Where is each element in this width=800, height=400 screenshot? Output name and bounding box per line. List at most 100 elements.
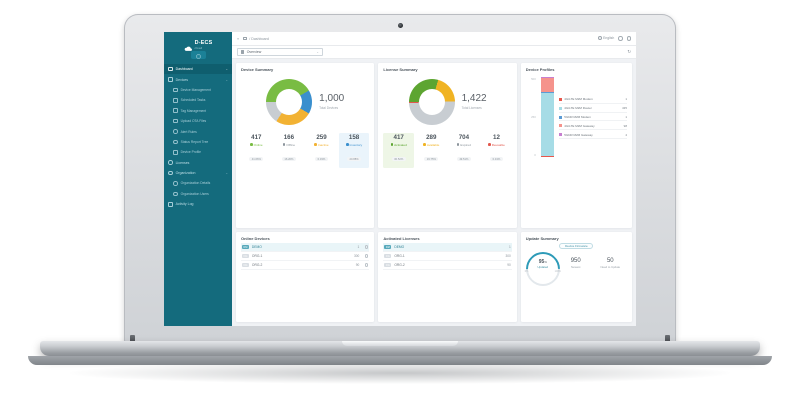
legend-item[interactable]: 5GNR M2M Modem 1: [558, 114, 628, 122]
stat-value: 417: [251, 134, 262, 141]
sidebar-item-organization-details[interactable]: Organization Details: [164, 178, 232, 188]
base-notch: [342, 341, 458, 346]
sidebar-item-organization[interactable]: Organization ⌄: [164, 168, 232, 178]
stat-value: 158: [348, 134, 360, 141]
chevron-down-icon: ⌄: [316, 50, 319, 54]
legend-item[interactable]: 4G/LTE M2M Modem 1: [558, 96, 628, 104]
sidebar-item-label: Alert Rules: [180, 129, 197, 134]
status-dot-icon: [314, 143, 317, 146]
org-tag-icon: OG: [242, 254, 249, 259]
eye-icon[interactable]: [364, 245, 369, 249]
language-selector[interactable]: English: [597, 36, 614, 41]
update-summary-body: 95% Updated 0% 100% 950 Newest 50 Need to U…: [518, 245, 627, 294]
sidebar-item-activity-log[interactable]: Activity Log: [164, 199, 232, 209]
home-icon[interactable]: [243, 36, 248, 41]
device-profiles-card: Device Profiles 500 250 0 4G/LTE M2M Modem…: [520, 63, 633, 229]
license-stat-expired[interactable]: 704 Expired 49.51%: [449, 133, 480, 168]
users-icon: [173, 191, 178, 197]
status-dot-icon: [390, 143, 394, 146]
license-summary-card: License Summary 1,422 Total Licenses 417…: [378, 63, 517, 229]
sidebar-item-alert-rules[interactable]: Alert Rules: [164, 126, 232, 136]
org-count: 90: [507, 263, 511, 268]
update-summary-title: Update Summary: [525, 236, 559, 242]
chevron-down-icon[interactable]: ⌄: [225, 67, 228, 72]
column-profiles: Device Profiles 500 250 0 4G/LTE M2M Modem…: [518, 63, 633, 322]
chevron-down-icon[interactable]: ⌄: [225, 77, 228, 82]
license-stat-reusable[interactable]: 12 Reusable 0.43%: [481, 133, 512, 168]
topbar-actions: English: [597, 36, 631, 41]
sidebar-item-tag-management[interactable]: Tag Management: [164, 106, 232, 116]
chevron-down-icon[interactable]: ⌄: [225, 171, 228, 176]
activated-licenses-title: Activated Licenses: [383, 236, 420, 242]
org-switcher-button[interactable]: [190, 51, 206, 59]
bell-icon[interactable]: [618, 36, 623, 41]
user-avatar-icon[interactable]: [626, 36, 631, 41]
sidebar-item-label: Organization Details: [180, 181, 211, 186]
device-summary-donut[interactable]: [266, 79, 313, 125]
online-device-row[interactable]: DM DEMO 1: [241, 243, 370, 253]
sidebar-item-devices[interactable]: Devices ⌄: [164, 74, 232, 84]
sidebar-item-device-profile[interactable]: Device Profile: [164, 147, 232, 157]
device-stat-offline[interactable]: 166 Offline 16.20%: [274, 133, 305, 168]
license-total-caption: Total Licenses: [461, 105, 482, 110]
stat-percent: 16.20%: [281, 157, 296, 162]
device-stat-inactive[interactable]: 259 Inactive 0.33%: [306, 133, 337, 168]
sidebar-item-label: Licenses: [175, 160, 190, 165]
update-stats: 950 Newest 50 Need to Update: [564, 258, 627, 269]
online-device-row[interactable]: OG ORG-1 300: [241, 252, 370, 262]
collapse-sidebar-icon[interactable]: «: [237, 36, 240, 41]
device-donut-wrap: 1,000 Total Devices: [241, 74, 369, 130]
legend-item[interactable]: 4G/LTE M2M Gateway 98: [558, 122, 628, 131]
screen: D-ECS cloud Dashboard ⌄ Devices ⌄ Device Man…: [164, 32, 636, 326]
online-device-row[interactable]: OG ORG-2 90: [241, 261, 370, 271]
device-firmware-tab[interactable]: Device Firmware: [559, 243, 594, 250]
activated-license-row[interactable]: DM DEMO 1: [383, 243, 512, 253]
org-count: 300: [505, 254, 511, 259]
stat-label: Reusable: [481, 143, 512, 147]
eye-icon[interactable]: [364, 263, 369, 267]
laptop-foot: [28, 356, 772, 365]
sidebar-item-scheduled-tasks[interactable]: Scheduled Tasks: [164, 95, 232, 105]
legend-label: 4G/LTE M2M Gateway: [564, 123, 595, 128]
refresh-icon[interactable]: ↻: [627, 49, 631, 54]
sidebar-item-upload-ota-files[interactable]: Upload OTA Files: [164, 116, 232, 126]
license-stat-activated[interactable]: 417 Activated 30.52%: [383, 133, 414, 168]
legend-item[interactable]: 4G/LTE M2M Router 435: [558, 105, 628, 113]
sidebar-item-label: Devices: [175, 77, 189, 82]
bar-segment[interactable]: [540, 93, 554, 156]
device-summary-title: Device Summary: [241, 67, 274, 72]
activated-license-row[interactable]: OG ORG-2 90: [383, 261, 512, 271]
brand-logo[interactable]: D-ECS cloud: [164, 32, 232, 51]
profiles-stacked-bar[interactable]: [540, 76, 554, 157]
eye-icon[interactable]: [364, 254, 369, 258]
overview-select[interactable]: Overview ⌄: [237, 48, 323, 56]
stat-percent: 49.51%: [456, 157, 471, 162]
bar-segment[interactable]: [540, 78, 554, 93]
sidebar-nav: Dashboard ⌄ Devices ⌄ Device Management Sched…: [164, 63, 232, 209]
legend-item[interactable]: 5GNR M2M Gateway 4: [558, 131, 628, 139]
device-stat-online[interactable]: 417 Online 41.66%: [241, 133, 272, 168]
sidebar-item-label: Organization: [175, 171, 196, 176]
org-tag-icon: DM: [242, 245, 249, 250]
legend-swatch-icon: [558, 124, 562, 128]
gauge-percent-symbol: %: [544, 260, 547, 265]
legend-swatch-icon: [558, 133, 562, 137]
sidebar-item-dashboard[interactable]: Dashboard ⌄: [164, 64, 232, 75]
bar-segment[interactable]: [540, 92, 554, 94]
license-summary-donut[interactable]: [408, 79, 455, 125]
bar-segment[interactable]: [540, 76, 554, 79]
sidebar-item-licenses[interactable]: Licenses: [164, 158, 232, 168]
sidebar-item-status-report-tree[interactable]: Status Report Tree: [164, 137, 232, 147]
stat-percent: 19.75%: [424, 157, 439, 162]
sidebar-item-organization-users[interactable]: Organization Users: [164, 189, 232, 199]
sidebar-item-device-management[interactable]: Device Management: [164, 85, 232, 95]
activated-license-row[interactable]: OG ORG-1 300: [383, 252, 512, 262]
organization-icon: [168, 170, 173, 176]
stat-label: Offline: [274, 143, 305, 147]
license-stat-available[interactable]: 289 Available 19.75%: [416, 133, 447, 168]
bar-segment[interactable]: [540, 155, 554, 157]
legend-label: 5GNR M2M Modem: [564, 115, 591, 119]
dashboard-content: Device Summary 1,000 Total Devices 417 On…: [232, 59, 636, 326]
org-name: ORG-1: [251, 254, 263, 259]
device-stat-inventory[interactable]: 158 Inventory 20.88%: [338, 133, 370, 168]
